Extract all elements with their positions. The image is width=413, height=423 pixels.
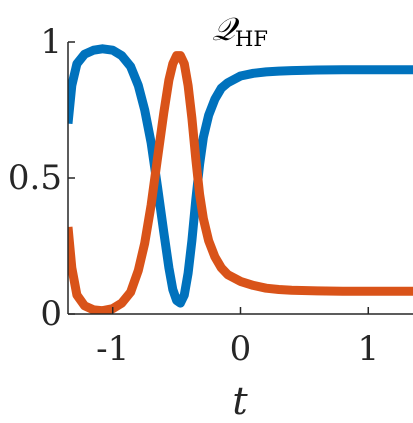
- chart-title: 𝒬HF: [212, 10, 268, 51]
- series-layer: [68, 44, 413, 314]
- y-tick-label: 1: [40, 22, 62, 62]
- x-tick-label: 1: [357, 329, 379, 369]
- series-line-2: [68, 51, 413, 314]
- y-tick-label: 0: [40, 294, 62, 334]
- x-axis-label: t: [232, 379, 248, 423]
- series-line-1: [68, 44, 413, 308]
- chart-title-subscript: HF: [235, 27, 268, 51]
- x-tick-label: -1: [96, 329, 129, 369]
- axes-layer: 0 0.5 1 -1 0 1: [8, 22, 413, 369]
- x-tick-label: 0: [230, 329, 252, 369]
- y-tick-label: 0.5: [8, 158, 62, 198]
